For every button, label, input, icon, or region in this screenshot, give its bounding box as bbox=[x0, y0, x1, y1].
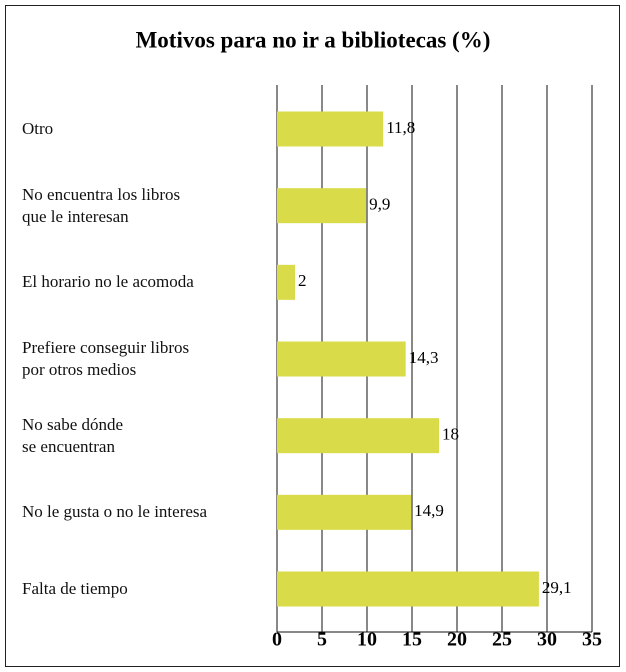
bar bbox=[277, 571, 539, 607]
value-label: 14,9 bbox=[414, 501, 444, 520]
x-tick-label: 30 bbox=[537, 629, 557, 651]
bar bbox=[277, 494, 412, 530]
value-label: 2 bbox=[298, 271, 307, 290]
bar bbox=[277, 188, 367, 224]
x-tick-label: 0 bbox=[272, 629, 282, 651]
value-label: 18 bbox=[442, 425, 459, 444]
x-tick-label: 15 bbox=[402, 629, 422, 651]
category-label: No encuentra los libros que le interesan bbox=[22, 184, 181, 226]
bar bbox=[277, 111, 384, 147]
value-label: 29,1 bbox=[542, 578, 572, 597]
category-label: El horario no le acomoda bbox=[22, 272, 194, 292]
value-label: 9,9 bbox=[369, 195, 390, 214]
category-label: No le gusta o no le interesa bbox=[22, 502, 208, 522]
category-label: Falta de tiempo bbox=[22, 579, 128, 598]
x-tick-label: 20 bbox=[447, 629, 467, 651]
x-tick-label: 35 bbox=[582, 629, 602, 651]
frame bbox=[5, 5, 620, 667]
x-tick-label: 25 bbox=[492, 629, 512, 651]
chart-title: Motivos para no ir a bibliotecas (%) bbox=[136, 27, 491, 52]
bar bbox=[277, 264, 295, 300]
category-label: Otro bbox=[22, 119, 54, 138]
x-tick-label: 10 bbox=[357, 629, 377, 651]
x-tick-label: 5 bbox=[317, 629, 327, 651]
bar bbox=[277, 418, 439, 454]
bar bbox=[277, 341, 406, 377]
category-label: Prefiere conseguir libros por otros medi… bbox=[22, 338, 190, 379]
category-label: No sabe dónde se encuentran bbox=[22, 414, 124, 456]
value-label: 11,8 bbox=[386, 118, 415, 137]
value-label: 14,3 bbox=[409, 348, 439, 367]
